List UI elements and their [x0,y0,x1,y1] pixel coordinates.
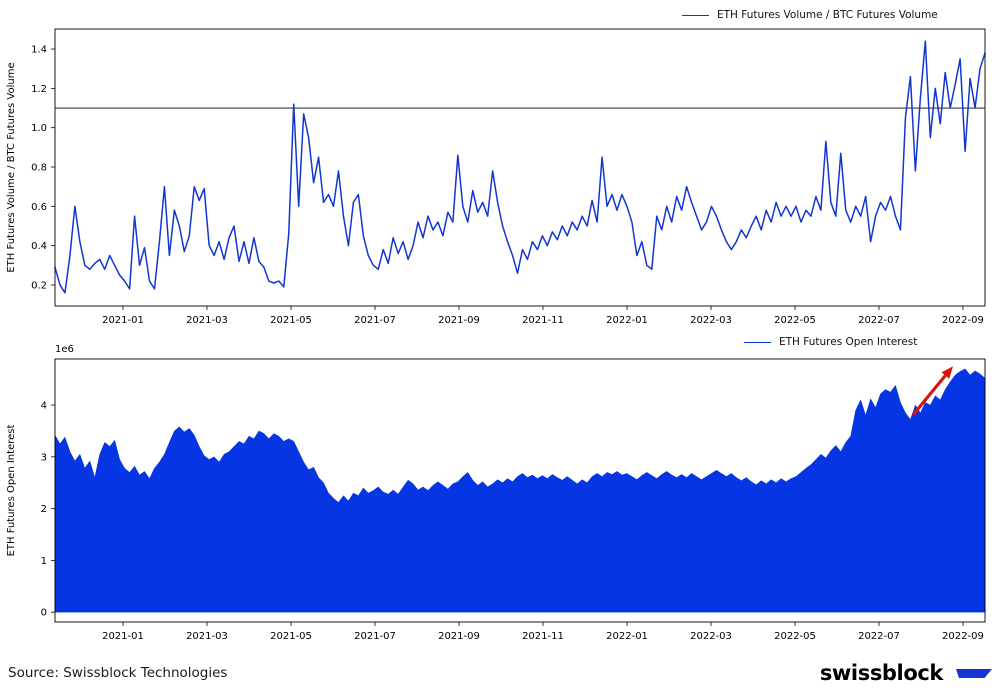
legend-top: ETH Futures Volume / BTC Futures Volume [682,9,938,21]
legend-label-top: ETH Futures Volume / BTC Futures Volume [717,9,938,21]
x-tick-label: 2021-05 [270,631,312,642]
y-tick-label: 1.0 [31,123,47,134]
y-tick-label: 0.8 [31,163,47,174]
volume-ratio-line [54,40,986,294]
swissblock-logo-icon [956,668,992,678]
eth-btc-volume-ratio-chart: 0.2 0.4 0.6 0.8 1.0 1.2 1.4 2021-01 2021-03 2021-… [6,28,986,326]
x-tick-label: 2021-11 [522,315,564,326]
x-tick-label: 2022-05 [774,631,816,642]
x-tick-label: 2021-03 [186,631,228,642]
y-tick-label: 1 [41,556,47,567]
y-tick-label: 0.4 [31,241,47,252]
y-tick-label: 0.2 [31,280,47,291]
legend-line-swatch-top [682,14,709,16]
x-tick-label: 2022-05 [774,315,816,326]
x-tick-label: 2021-09 [438,631,480,642]
y-tick-label: 0.6 [31,202,47,213]
x-tick-label: 2022-01 [606,631,648,642]
x-tick-label: 2021-07 [354,631,396,642]
y-tick-label: 1.4 [31,45,47,56]
x-tick-label: 2022-07 [858,631,900,642]
x-tick-label: 2021-01 [102,315,144,326]
open-interest-area [54,368,986,613]
legend-bottom: ETH Futures Open Interest [744,336,917,348]
x-tick-label: 2021-03 [186,315,228,326]
x-tick-label: 2022-03 [690,315,732,326]
x-tick-label: 2022-01 [606,315,648,326]
y-axis-label: ETH Futures Open Interest [6,425,17,557]
brand-footer: swissblock [820,661,992,685]
plot-border [54,28,986,307]
y-tick-label: 3 [41,452,47,463]
eth-open-interest-chart: 1e6 0 1 2 3 4 2021-01 2021-03 2021-05 2021-07 2021… [6,344,986,642]
y-tick-label: 4 [41,401,47,412]
y-tick-label: 1.2 [31,84,47,95]
legend-label-bottom: ETH Futures Open Interest [779,336,918,348]
y-tick-label: 2 [41,504,47,515]
plot-border [54,358,986,623]
x-tick-label: 2022-07 [858,315,900,326]
annotation-arrow-head [941,366,954,379]
source-attribution: Source: Swissblock Technologies [8,665,228,681]
x-tick-label: 2021-11 [522,631,564,642]
x-tick-label: 2022-09 [942,631,984,642]
legend-line-swatch-bottom [744,341,771,343]
axis-scale-label: 1e6 [55,344,74,355]
x-tick-label: 2021-01 [102,631,144,642]
y-tick-label: 0 [41,608,47,619]
x-tick-label: 2021-07 [354,315,396,326]
x-tick-label: 2022-09 [942,315,984,326]
brand-wordmark: swissblock [819,661,944,685]
x-tick-label: 2021-05 [270,315,312,326]
x-tick-label: 2022-03 [690,631,732,642]
y-axis-label: ETH Futures Volume / BTC Futures Volume [6,62,17,272]
x-tick-label: 2021-09 [438,315,480,326]
annotation-arrow-shaft [911,374,947,416]
